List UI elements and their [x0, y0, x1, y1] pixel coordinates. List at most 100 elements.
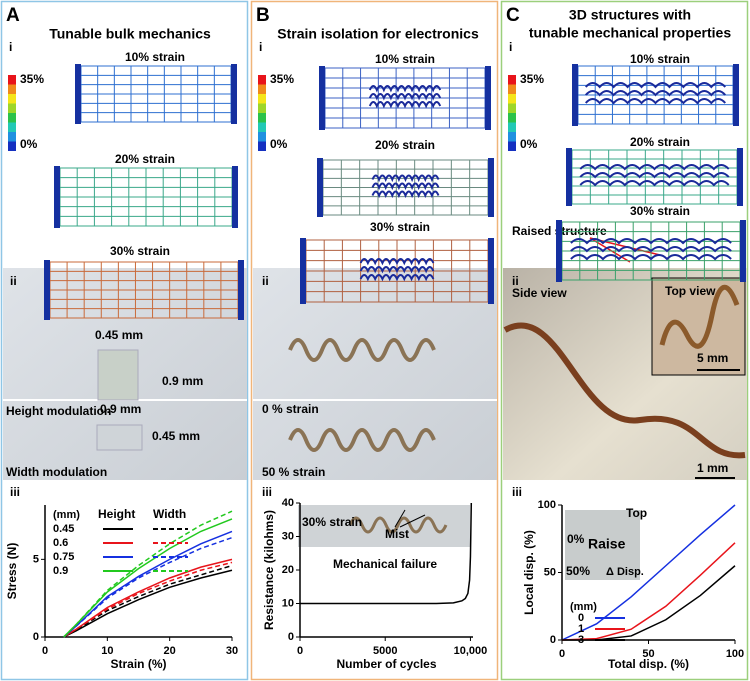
- y-axis-label: Local disp. (%): [522, 530, 536, 615]
- strain-label: 30% strain: [110, 244, 170, 258]
- series-line: [63, 569, 233, 638]
- annotation: Mechanical failure: [333, 557, 437, 571]
- strain-label: 10% strain: [375, 52, 435, 66]
- legend-label: 0.45: [53, 523, 74, 535]
- sub-label: iii: [10, 485, 20, 499]
- clamp: [232, 166, 238, 228]
- series-line: [63, 518, 233, 638]
- photo-label: 50 % strain: [262, 465, 325, 479]
- colorbar: [8, 122, 16, 132]
- clamp: [317, 158, 323, 217]
- arrow: [399, 514, 426, 528]
- colorbar: [258, 103, 266, 113]
- serpentine: [368, 85, 442, 109]
- panel-letter: B: [256, 5, 270, 26]
- legend-label: 3: [578, 634, 584, 646]
- series-line: [300, 502, 473, 605]
- colorbar: [508, 75, 516, 85]
- sample: [97, 349, 139, 401]
- colorbar: [508, 113, 516, 123]
- arrow: [394, 509, 406, 528]
- clamp: [231, 64, 237, 124]
- legend-label: 0: [578, 612, 584, 624]
- annotation: Mist: [385, 527, 409, 541]
- serpentine: [288, 338, 436, 362]
- colorbar: [508, 103, 516, 113]
- clamp: [566, 148, 572, 206]
- sub-label: i: [509, 40, 512, 54]
- panel-border: [250, 0, 499, 681]
- x-tick-label: 10,000: [454, 645, 488, 657]
- y-tick-label: 0: [550, 634, 556, 646]
- x-axis-label: Total disp. (%): [608, 657, 689, 671]
- photo-label: 0.45 mm: [95, 328, 143, 342]
- strain-label: 10% strain: [630, 52, 690, 66]
- photo-label: 0 % strain: [262, 402, 319, 416]
- panel-title: 3D structures with: [569, 7, 691, 23]
- colorbar: [258, 75, 266, 85]
- colorbar: [8, 84, 16, 94]
- photo-label: 0.45 mm: [152, 429, 200, 443]
- clamp: [75, 64, 81, 124]
- strain-label: 30% strain: [630, 204, 690, 218]
- legend-header: Width: [153, 507, 186, 521]
- colorbar: [8, 94, 16, 104]
- strip: [503, 322, 746, 459]
- strain-label: 20% strain: [630, 135, 690, 149]
- clamp: [54, 166, 60, 228]
- legend-label: 0.9: [53, 565, 68, 577]
- panel-title: Tunable bulk mechanics: [49, 26, 211, 42]
- panel-border: [500, 0, 749, 681]
- colorbar: [508, 84, 516, 94]
- legend-unit: (mm): [53, 509, 80, 521]
- colorbar-label: 0%: [270, 137, 288, 151]
- y-axis-label: Stress (N): [5, 543, 19, 600]
- x-tick-label: 50: [642, 648, 654, 660]
- colorbar: [508, 141, 516, 151]
- x-axis-label: Strain (%): [110, 657, 166, 671]
- photo-label: Height modulation: [6, 404, 111, 418]
- colorbar-label: 0%: [520, 137, 538, 151]
- photo-label: Side view: [512, 286, 567, 300]
- panel-letter: A: [6, 5, 20, 26]
- strip: [659, 284, 740, 349]
- annotation: Δ Disp.: [606, 566, 644, 578]
- serpentine: [579, 164, 730, 187]
- sub-label: ii: [512, 274, 519, 288]
- colorbar-label: 35%: [270, 72, 294, 86]
- y-tick-label: 20: [282, 564, 294, 576]
- x-tick-label: 10: [101, 645, 113, 657]
- panel-letter: C: [506, 5, 520, 26]
- colorbar: [258, 113, 266, 123]
- photo: [253, 268, 497, 480]
- colorbar: [8, 132, 16, 142]
- y-tick-label: 0: [288, 631, 294, 643]
- legend-label: 1: [578, 623, 584, 635]
- clamp: [572, 64, 578, 126]
- colorbar: [508, 122, 516, 132]
- colorbar: [258, 122, 266, 132]
- clamp: [238, 260, 244, 320]
- y-tick-label: 5: [33, 553, 39, 565]
- photo-label: 0.9 mm: [162, 374, 203, 388]
- serpentine: [570, 238, 732, 261]
- y-tick-label: 0: [33, 631, 39, 643]
- series-line: [63, 536, 233, 638]
- serpentine: [359, 258, 435, 282]
- serpentine: [371, 174, 440, 199]
- series-line: [63, 558, 233, 638]
- y-tick-label: 40: [282, 497, 294, 509]
- series-line: [562, 565, 736, 641]
- annotation: Top: [626, 506, 647, 520]
- strain-label: 20% strain: [115, 152, 175, 166]
- strain-label: 10% strain: [125, 50, 185, 64]
- legend-header: Height: [98, 507, 135, 521]
- sub-label: iii: [262, 485, 272, 499]
- annotation: 50%: [566, 564, 590, 578]
- photo-label: Top view: [665, 284, 716, 298]
- photo-label: Width modulation: [6, 465, 107, 479]
- sub-label: iii: [512, 485, 522, 499]
- series-line: [561, 504, 736, 641]
- inset-photo: [298, 505, 470, 547]
